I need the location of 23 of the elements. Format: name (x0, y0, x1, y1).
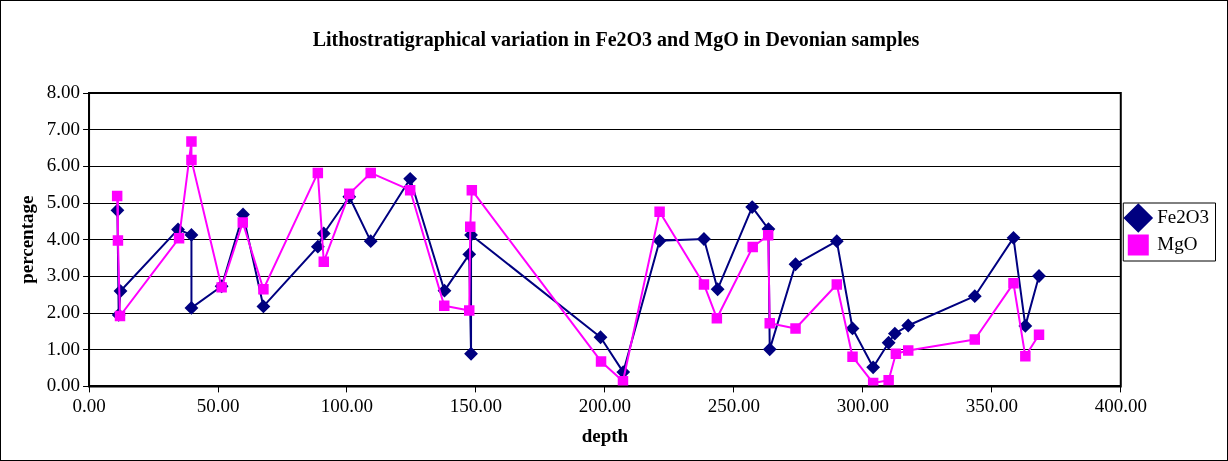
y-tick-label: 6.00 (46, 154, 81, 176)
x-tick-label: 300.00 (836, 394, 889, 416)
x-tick-label: 200.00 (578, 394, 632, 416)
y-tick-label: 0.00 (46, 374, 81, 396)
x-tick-label: 50.00 (196, 394, 240, 416)
y-tick-label: 5.00 (46, 191, 81, 213)
x-tick-label: 100.00 (320, 394, 374, 416)
x-tick-label: 400.00 (1094, 394, 1147, 416)
y-tick-label: 8.00 (46, 80, 81, 102)
x-axis-title: depth (581, 424, 629, 446)
y-tick-label: 7.00 (46, 117, 81, 139)
y-tick-label: 2.00 (46, 301, 81, 323)
x-tick-label: 150.00 (449, 394, 503, 416)
x-tick-label: 250.00 (707, 394, 761, 416)
chart-title: Lithostratigraphical variation in Fe2O3 and MgO in Devonian samples (312, 28, 920, 52)
legend-label: Fe2O3 (1157, 205, 1210, 227)
x-tick-label: 0.00 (72, 394, 106, 416)
y-tick-label: 1.00 (46, 337, 81, 359)
x-tick-label: 350.00 (965, 394, 1018, 416)
y-tick-label: 3.00 (46, 264, 81, 286)
legend-label: MgO (1157, 232, 1198, 254)
y-tick-label: 4.00 (46, 227, 81, 249)
y-axis-title: percentage (16, 195, 38, 284)
